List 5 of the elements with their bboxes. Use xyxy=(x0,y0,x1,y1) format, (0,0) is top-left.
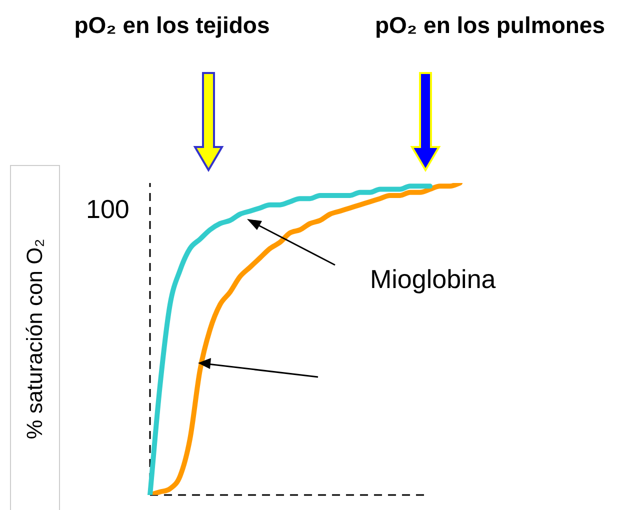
text: 100 xyxy=(86,194,130,225)
text: pO₂ en los tejidos xyxy=(74,12,270,39)
text: pO₂ en los pulmones xyxy=(374,12,606,39)
y-axis-title: % saturación con O₂ xyxy=(22,238,48,439)
annotation: Mioglobina xyxy=(370,264,496,295)
